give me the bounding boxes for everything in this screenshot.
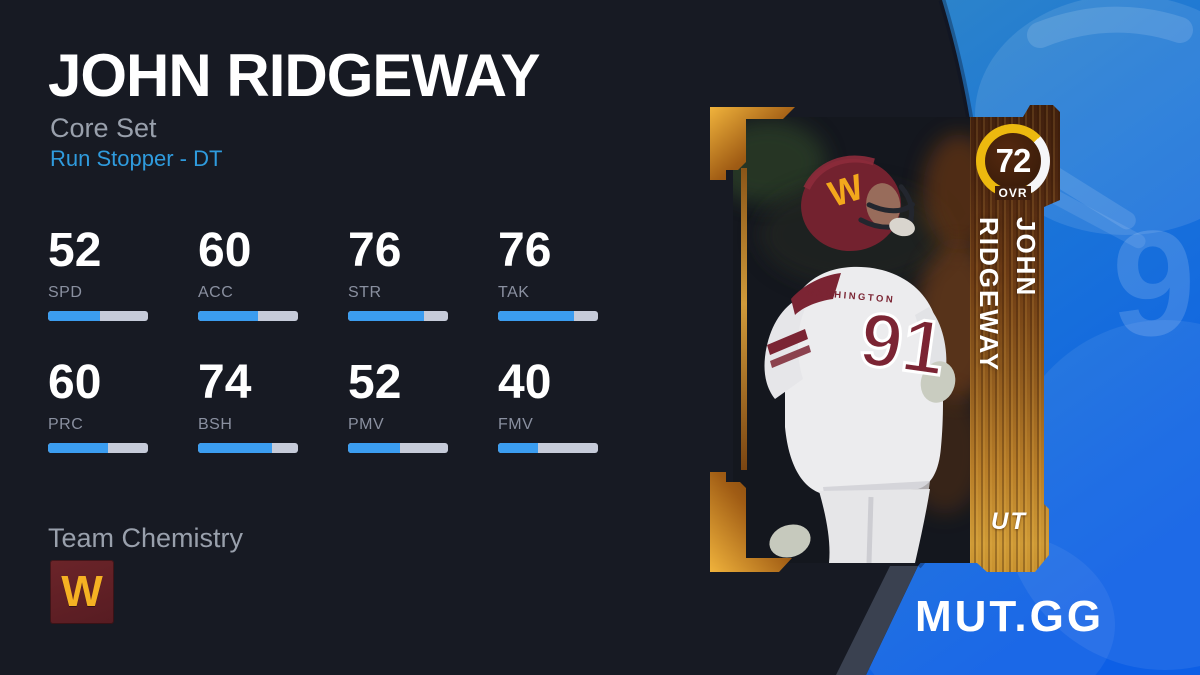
stat-value: 60	[198, 224, 252, 277]
stat-abbr: ACC	[198, 284, 234, 301]
stat-bar	[498, 311, 598, 321]
stat-bar-fill	[498, 443, 538, 453]
ovr-rating-label: OVR	[995, 186, 1031, 200]
team-chemistry-badge[interactable]: W	[50, 560, 114, 624]
program-label: UT	[991, 508, 1027, 535]
stat-value: 76	[348, 224, 402, 277]
stat-abbr: PRC	[48, 416, 84, 433]
washington-logo-icon: W	[61, 567, 103, 616]
stat-value: 52	[348, 356, 402, 409]
player-photo-art: W WASHINGTON 91	[733, 117, 970, 563]
stat-bar-fill	[48, 311, 100, 321]
stat-value: 74	[198, 356, 252, 409]
stat-cell-prc: 60 PRC	[48, 358, 198, 453]
player-photo: W WASHINGTON 91	[733, 117, 970, 563]
stat-cell-spd: 52 SPD	[48, 226, 198, 321]
ovr-rating-ring: 72	[976, 124, 1050, 198]
stat-bar	[348, 443, 448, 453]
card-frame-bottom-left-bracket	[710, 472, 792, 572]
jersey-number: 91	[855, 296, 951, 392]
stat-abbr: TAK	[498, 284, 530, 301]
stat-bar-fill	[198, 311, 258, 321]
stat-cell-bsh: 74 BSH	[198, 358, 348, 453]
stat-bar	[48, 443, 148, 453]
stat-cell-str: 76 STR	[348, 226, 498, 321]
stat-bar-fill	[198, 443, 272, 453]
team-chemistry-heading: Team Chemistry	[48, 523, 244, 553]
set-name: Core Set	[50, 113, 157, 143]
svg-text:9: 9	[1112, 199, 1195, 367]
card-frame-left-edge	[741, 168, 747, 470]
page-title: JOHN RIDGEWAY	[48, 42, 541, 109]
stat-bar-fill	[48, 443, 108, 453]
stat-abbr: BSH	[198, 416, 233, 433]
stat-abbr: SPD	[48, 284, 83, 301]
mutgg-logo[interactable]: MUT.GG	[915, 592, 1105, 641]
archetype-link[interactable]: Run Stopper - DT	[50, 146, 223, 171]
diagonal-band	[836, 566, 918, 675]
stat-cell-fmv: 40 FMV	[498, 358, 648, 453]
stat-value: 60	[48, 356, 102, 409]
stat-cell-acc: 60 ACC	[198, 226, 348, 321]
stat-value: 52	[48, 224, 102, 277]
stat-cell-pmv: 52 PMV	[348, 358, 498, 453]
stat-bar	[348, 311, 448, 321]
card-frame-top-left-bracket	[710, 107, 795, 180]
card-player-name: JOHN RIDGEWAY	[974, 217, 1041, 373]
stats-grid: 52 SPD 60 ACC 76 STR 76 TAK 60 PRC 74 BSH 52 PMV 40 FMV	[48, 226, 648, 453]
stat-abbr: PMV	[348, 416, 385, 433]
stat-bar-fill	[498, 311, 574, 321]
stat-abbr: FMV	[498, 416, 534, 433]
stat-bar	[48, 311, 148, 321]
stat-bar	[198, 443, 298, 453]
stat-bar-fill	[348, 443, 400, 453]
stat-value: 40	[498, 356, 552, 409]
stat-bar	[498, 443, 598, 453]
stat-bar	[198, 311, 298, 321]
stat-bar-fill	[348, 311, 424, 321]
stat-cell-tak: 76 TAK	[498, 226, 648, 321]
stat-value: 76	[498, 224, 552, 277]
ovr-rating-value: 72	[995, 142, 1032, 179]
stat-abbr: STR	[348, 284, 382, 301]
